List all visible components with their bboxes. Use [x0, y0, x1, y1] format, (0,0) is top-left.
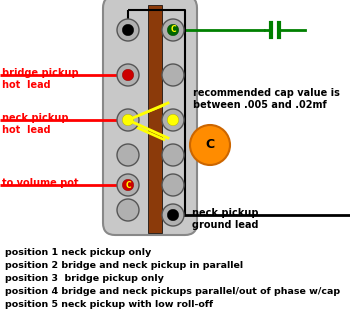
- Text: position 5 neck pickup with low roll-off: position 5 neck pickup with low roll-off: [5, 300, 213, 309]
- FancyBboxPatch shape: [103, 0, 197, 235]
- Text: C: C: [170, 26, 176, 35]
- Circle shape: [117, 144, 139, 166]
- Text: position 4 bridge and neck pickups parallel/out of phase w/cap: position 4 bridge and neck pickups paral…: [5, 287, 340, 296]
- Text: recommended cap value is: recommended cap value is: [193, 88, 340, 98]
- Circle shape: [162, 204, 184, 226]
- Circle shape: [167, 114, 179, 126]
- Circle shape: [162, 109, 184, 131]
- Circle shape: [162, 144, 184, 166]
- Text: C: C: [205, 138, 215, 151]
- Circle shape: [122, 24, 134, 36]
- Text: neck pickup: neck pickup: [2, 113, 69, 123]
- Circle shape: [122, 69, 134, 81]
- Text: bridge pickup: bridge pickup: [2, 68, 79, 78]
- Text: C: C: [125, 181, 131, 190]
- Circle shape: [117, 199, 139, 221]
- Text: position 1 neck pickup only: position 1 neck pickup only: [5, 248, 151, 257]
- Circle shape: [162, 64, 184, 86]
- Circle shape: [122, 114, 134, 126]
- Text: hot  lead: hot lead: [2, 80, 51, 90]
- Text: hot  lead: hot lead: [2, 125, 51, 135]
- Circle shape: [167, 24, 179, 36]
- Text: ground lead: ground lead: [192, 220, 259, 230]
- Text: to volume pot: to volume pot: [2, 178, 78, 188]
- Circle shape: [117, 174, 139, 196]
- Circle shape: [117, 19, 139, 41]
- Circle shape: [167, 209, 179, 221]
- Bar: [148, 5, 162, 233]
- Text: position 3  bridge pickup only: position 3 bridge pickup only: [5, 274, 164, 283]
- Circle shape: [162, 19, 184, 41]
- Circle shape: [190, 125, 230, 165]
- Circle shape: [122, 179, 134, 191]
- Circle shape: [162, 174, 184, 196]
- Circle shape: [117, 64, 139, 86]
- Text: between .005 and .02mf: between .005 and .02mf: [193, 100, 327, 110]
- Circle shape: [117, 109, 139, 131]
- Text: position 2 bridge and neck pickup in parallel: position 2 bridge and neck pickup in par…: [5, 261, 243, 270]
- Text: neck pickup: neck pickup: [192, 208, 259, 218]
